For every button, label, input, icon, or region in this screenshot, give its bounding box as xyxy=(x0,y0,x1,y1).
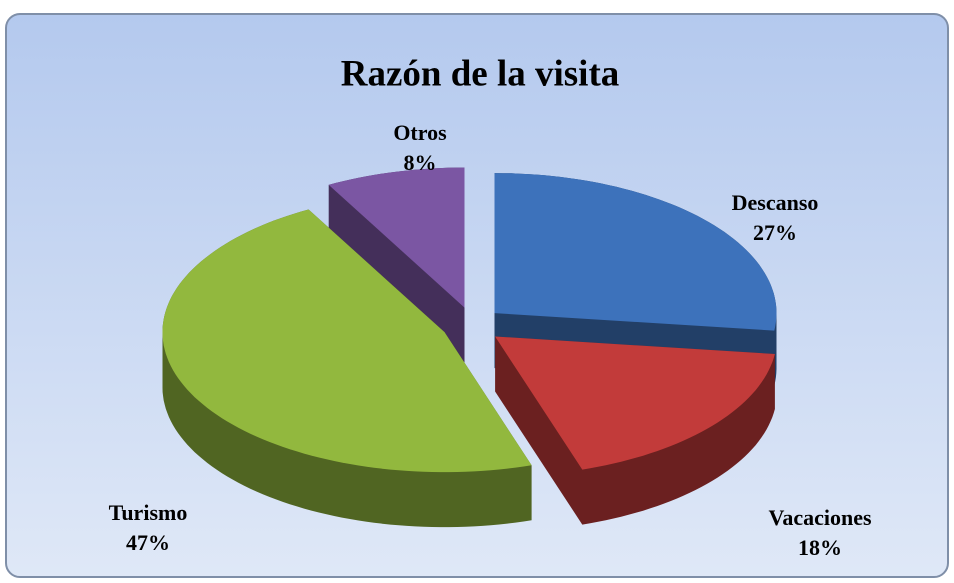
slice xyxy=(495,336,775,470)
slice-value-label: 8% xyxy=(404,150,437,175)
slice-value-label: 27% xyxy=(753,220,797,245)
slice-label: Otros xyxy=(393,120,447,145)
slice-value-label: 18% xyxy=(798,535,842,560)
slice xyxy=(494,173,777,331)
slice-label: Vacaciones xyxy=(768,505,872,530)
slice-label: Turismo xyxy=(109,500,188,525)
slice-value-label: 47% xyxy=(126,530,170,555)
slice xyxy=(162,209,532,473)
slice-label: Descanso xyxy=(732,190,819,215)
pie xyxy=(162,167,777,528)
chart-title: Razón de la visita xyxy=(341,53,620,94)
slice xyxy=(328,167,465,308)
